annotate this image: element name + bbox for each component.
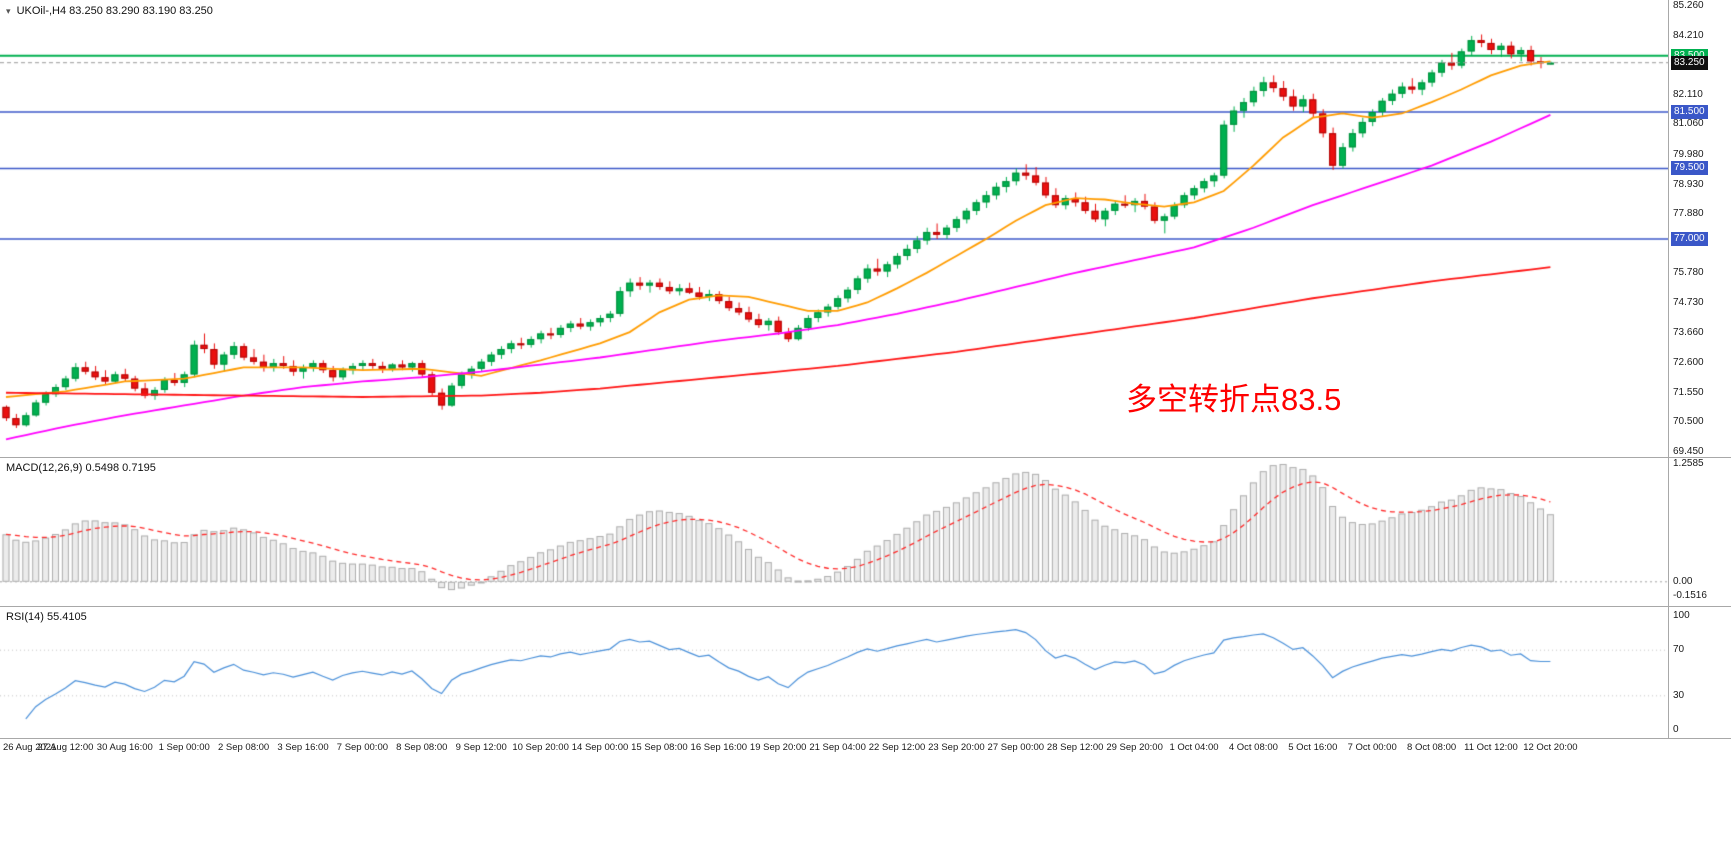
- time-tick-label: 26 Aug 2021: [3, 742, 57, 753]
- time-tick-label: 10 Sep 20:00: [512, 742, 569, 753]
- rsi-indicator-label: RSI(14) 55.4105: [6, 611, 87, 623]
- time-tick-label: 21 Sep 04:00: [809, 742, 866, 753]
- time-tick-label: 8 Sep 08:00: [396, 742, 448, 753]
- price-tick-label: 72.600: [1673, 357, 1704, 369]
- price-tick-label: 78.930: [1673, 178, 1704, 190]
- price-tick-label: 84.210: [1673, 29, 1704, 41]
- macd-tick-label: 1.2585: [1673, 458, 1704, 469]
- price-tick-label: 77.880: [1673, 208, 1704, 220]
- rsi-tick-label: 100: [1673, 610, 1690, 621]
- time-tick-label: 1 Sep 00:00: [158, 742, 210, 753]
- rsi-tick-label: 30: [1673, 689, 1685, 701]
- panel-separator[interactable]: [0, 606, 1731, 607]
- price-level-badge: 77.000: [1671, 232, 1708, 246]
- annotation-text: 多空转折点83.5: [1126, 382, 1342, 417]
- time-tick-label: 14 Sep 00:00: [571, 742, 629, 753]
- price-tick-label: 70.500: [1673, 416, 1704, 428]
- time-tick-label: 7 Oct 00:00: [1347, 742, 1397, 753]
- rsi-tick-label: 0: [1673, 724, 1679, 735]
- time-tick-label: 23 Sep 20:00: [928, 742, 985, 753]
- time-tick-label: 3 Sep 16:00: [277, 742, 329, 753]
- price-tick-label: 69.450: [1673, 446, 1704, 457]
- panel-separator[interactable]: [0, 738, 1731, 739]
- macd-indicator-label: MACD(12,26,9) 0.5498 0.7195: [6, 462, 156, 474]
- price-tick-label: 73.660: [1673, 327, 1704, 339]
- rsi-tick-label: 70: [1673, 644, 1685, 656]
- time-tick-label: 11 Oct 12:00: [1464, 742, 1518, 753]
- time-tick-label: 28 Sep 12:00: [1046, 742, 1104, 753]
- time-tick-label: 27 Aug 12:00: [37, 742, 94, 753]
- time-tick-label: 27 Sep 00:00: [987, 742, 1045, 753]
- price-level-badge: 83.250: [1671, 55, 1708, 70]
- macd-tick-label: 0.00: [1673, 575, 1693, 587]
- time-tick-label: 29 Sep 20:00: [1106, 742, 1163, 753]
- value-axis[interactable]: 85.260 84.210 82.110 81.060 79.980 78.930 77.8…: [1669, 0, 1731, 739]
- price-chart-canvas[interactable]: [0, 0, 1668, 457]
- price-tick-label: 75.780: [1673, 267, 1704, 279]
- time-tick-label: 2 Sep 08:00: [217, 742, 270, 753]
- price-level-badge: 79.500: [1671, 161, 1708, 176]
- chevron-down-icon: ▾: [6, 6, 11, 16]
- price-tick-label: 85.260: [1673, 0, 1704, 11]
- time-tick-label: 5 Oct 16:00: [1288, 742, 1338, 753]
- time-tick-label: 12 Oct 20:00: [1523, 742, 1578, 753]
- time-tick-label: 4 Oct 08:00: [1228, 742, 1278, 753]
- time-tick-label: 8 Oct 08:00: [1407, 742, 1457, 753]
- symbol-period-label: UKOil-,H4: [16, 5, 67, 17]
- price-tick-label: 79.980: [1673, 148, 1704, 160]
- price-level-badge: 81.500: [1671, 105, 1708, 120]
- time-tick-label: 16 Sep 16:00: [690, 742, 748, 753]
- time-tick-label: 15 Sep 08:00: [631, 742, 688, 753]
- panel-separator[interactable]: [0, 457, 1731, 458]
- time-tick-label: 1 Oct 04:00: [1169, 742, 1219, 753]
- price-tick-label: 74.730: [1673, 297, 1704, 309]
- time-tick-label: 22 Sep 12:00: [868, 742, 926, 753]
- price-axis-border: [1668, 0, 1669, 739]
- ohlc-values: 83.250 83.290 83.190 83.250: [69, 5, 213, 17]
- time-tick-label: 30 Aug 16:00: [96, 742, 153, 753]
- rsi-panel-canvas[interactable]: [0, 607, 1668, 738]
- chart-title: ▾ UKOil-,H4 83.250 83.290 83.190 83.250: [6, 5, 213, 17]
- price-tick-label: 81.060: [1673, 118, 1704, 130]
- time-axis[interactable]: 26 Aug 2021 27 Aug 12:00 30 Aug 16:00 1 Sep…: [0, 739, 1731, 763]
- macd-panel-canvas[interactable]: [0, 458, 1668, 606]
- price-tick-label: 71.550: [1673, 386, 1704, 398]
- price-tick-label: 82.110: [1673, 88, 1703, 100]
- time-tick-label: 9 Sep 12:00: [455, 742, 507, 753]
- macd-tick-label: -0.1516: [1673, 590, 1707, 601]
- time-tick-label: 19 Sep 20:00: [749, 742, 807, 753]
- time-tick-label: 7 Sep 00:00: [336, 742, 389, 753]
